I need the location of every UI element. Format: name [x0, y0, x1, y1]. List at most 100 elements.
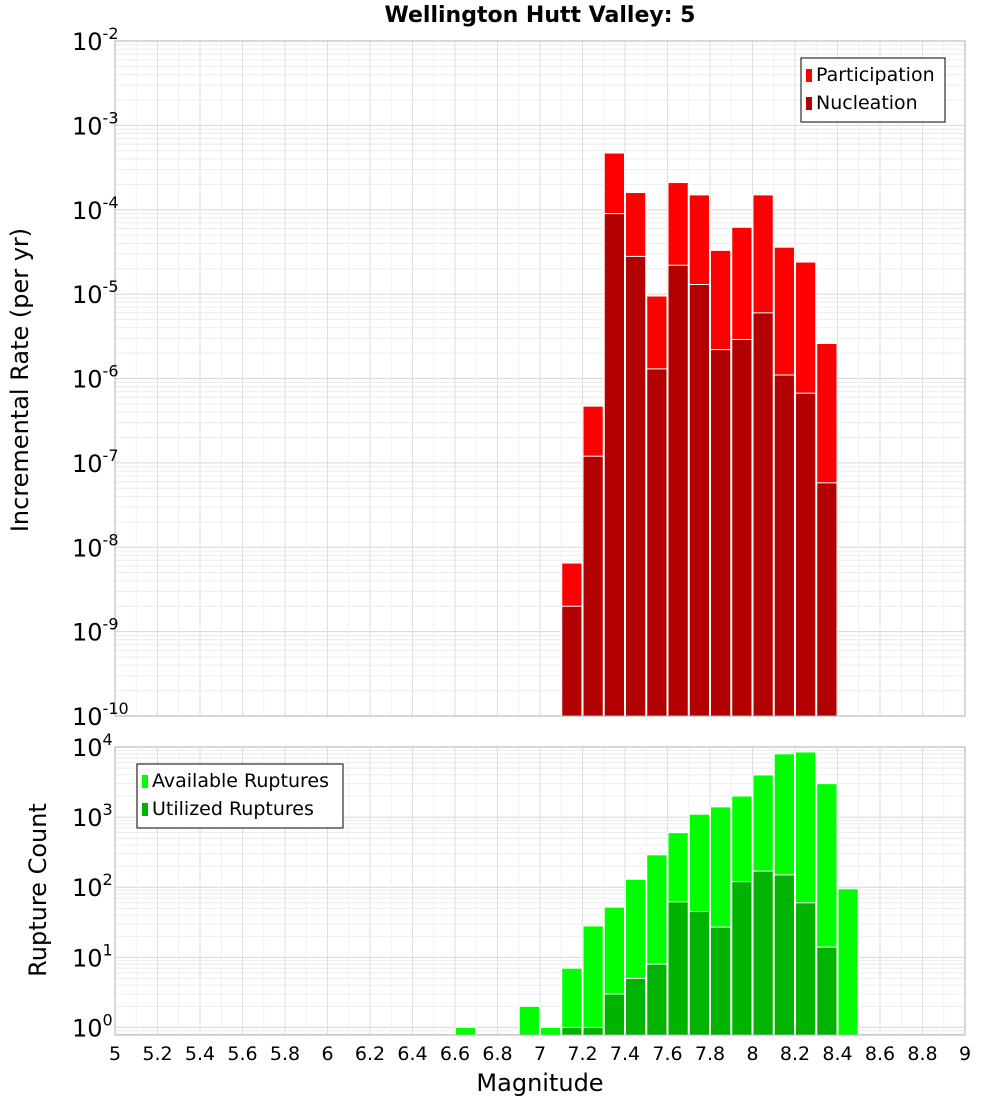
x-tick-label: 8.4 — [822, 1043, 852, 1065]
x-tick-label: 7.6 — [652, 1043, 682, 1065]
bottom-bar — [518, 1005, 540, 1036]
x-tick-label: 7.2 — [567, 1043, 597, 1065]
y-tick-exponent: -9 — [103, 615, 119, 634]
x-tick-label: 5.2 — [142, 1043, 172, 1065]
top-legend-label: Participation — [816, 64, 935, 86]
y-tick-base: 10 — [72, 619, 103, 647]
x-tick-label: 8.6 — [865, 1043, 895, 1065]
bottom-bar — [540, 1026, 562, 1036]
bottom-bar — [816, 946, 838, 1036]
top-series-2 — [561, 213, 838, 717]
bottom-plot-border — [114, 746, 966, 1036]
top-bar — [731, 338, 753, 717]
top-bar — [646, 368, 668, 717]
y-tick-base: 10 — [72, 112, 103, 140]
y-tick-exponent: 1 — [103, 940, 113, 959]
x-tick-label: 5.8 — [270, 1043, 300, 1065]
bottom-legend-swatch — [142, 803, 148, 816]
top-y-tick-label: 10-4 — [72, 193, 119, 225]
x-tick-label: 6 — [321, 1043, 333, 1065]
y-tick-base: 10 — [72, 366, 103, 394]
bottom-legend-box — [136, 763, 344, 829]
bottom-bar — [837, 888, 859, 1036]
top-y-tick-label: 10-2 — [72, 24, 119, 56]
y-tick-base: 10 — [72, 281, 103, 309]
y-tick-exponent: 3 — [103, 800, 113, 819]
y-tick-base: 10 — [72, 874, 103, 902]
bottom-legend: Available Ruptures Utilized Ruptures — [136, 763, 344, 829]
y-tick-base: 10 — [72, 197, 103, 225]
x-tick-label: 5.6 — [227, 1043, 257, 1065]
x-tick-label: 8.2 — [780, 1043, 810, 1065]
top-bar — [688, 284, 710, 717]
top-plot-border — [114, 40, 966, 717]
bottom-bar — [561, 1026, 583, 1036]
top-bar — [625, 255, 647, 717]
y-tick-exponent: -10 — [103, 699, 129, 718]
top-y-tick-label: 10-10 — [72, 699, 129, 731]
bottom-series-2 — [561, 870, 838, 1036]
y-tick-exponent: -8 — [103, 530, 119, 549]
top-bar — [773, 374, 795, 717]
bottom-bar — [731, 881, 753, 1036]
y-tick-exponent: -6 — [103, 362, 119, 381]
bottom-bar — [625, 977, 647, 1036]
top-legend-label: Nucleation — [816, 92, 918, 114]
bottom-y-tick-label: 103 — [72, 800, 113, 832]
bottom-bar — [646, 963, 668, 1036]
y-tick-exponent: -4 — [103, 193, 119, 212]
y-tick-base: 10 — [72, 1014, 103, 1042]
chart-title: Wellington Hutt Valley: 5 — [385, 3, 696, 28]
bottom-bar — [710, 926, 732, 1036]
x-tick-label: 8.8 — [907, 1043, 937, 1065]
x-tick-label: 9 — [959, 1043, 971, 1065]
y-tick-exponent: -5 — [103, 277, 119, 296]
x-tick-label: 7.4 — [610, 1043, 640, 1065]
top-bar — [795, 392, 817, 717]
top-plot-area: 10-210-310-410-510-610-710-810-910-10Par… — [72, 24, 966, 731]
top-y-tick-label: 10-6 — [72, 362, 119, 394]
top-legend-box — [800, 57, 946, 123]
top-y-tick-label: 10-8 — [72, 530, 119, 562]
bottom-y-axis-title: Rupture Count — [24, 803, 52, 977]
y-tick-base: 10 — [72, 28, 103, 56]
top-y-tick-label: 10-3 — [72, 108, 119, 140]
x-tick-labels: 5 5.2 5.4 5.6 5.8 6 6.2 6.4 6.6 6.8 7 7.2 7.4 7.6 7.8 8… — [109, 1043, 971, 1065]
bottom-bar — [773, 874, 795, 1036]
top-legend-swatch — [806, 69, 812, 82]
y-tick-exponent: -3 — [103, 108, 119, 127]
y-tick-base: 10 — [72, 734, 103, 762]
top-legend: Participation Nucleation — [800, 57, 946, 123]
bottom-bar — [561, 967, 583, 1036]
top-y-axis-title: Incremental Rate (per yr) — [6, 228, 34, 532]
x-axis-title: Magnitude — [476, 1069, 603, 1097]
x-tick-label: 8 — [746, 1043, 758, 1065]
bottom-y-tick-label: 102 — [72, 870, 113, 902]
bottom-bar — [667, 901, 689, 1036]
y-tick-exponent: 0 — [103, 1010, 113, 1029]
y-tick-base: 10 — [72, 703, 103, 731]
top-y-tick-label: 10-7 — [72, 446, 119, 478]
top-bar — [561, 605, 583, 717]
bottom-bar — [752, 870, 774, 1036]
top-bar — [603, 213, 625, 717]
bottom-bar — [603, 993, 625, 1036]
y-tick-base: 10 — [72, 944, 103, 972]
y-tick-exponent: -7 — [103, 446, 119, 465]
x-tick-label: 6.4 — [397, 1043, 427, 1065]
bottom-bar — [795, 902, 817, 1036]
y-tick-base: 10 — [72, 450, 103, 478]
y-tick-base: 10 — [72, 804, 103, 832]
bottom-y-tick-label: 101 — [72, 940, 113, 972]
bottom-bar — [582, 925, 604, 1036]
top-y-tick-label: 10-5 — [72, 277, 119, 309]
x-tick-label: 5.4 — [185, 1043, 215, 1065]
bottom-legend-swatch — [142, 775, 148, 788]
top-legend-swatch — [806, 97, 812, 110]
x-tick-label: 6.2 — [355, 1043, 385, 1065]
bottom-y-tick-label: 104 — [72, 730, 113, 762]
top-y-tick-label: 10-9 — [72, 615, 119, 647]
